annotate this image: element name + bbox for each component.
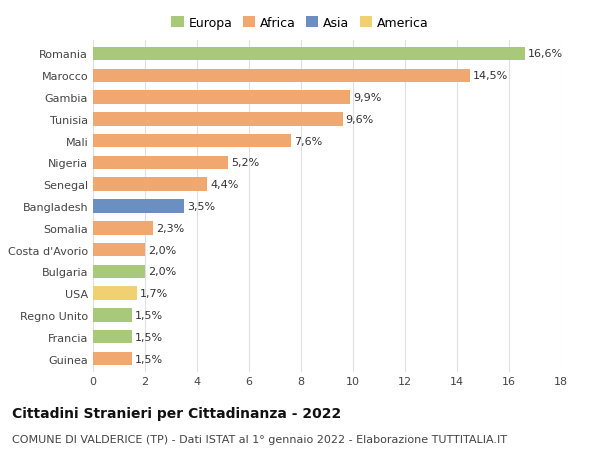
Text: 2,0%: 2,0% [148,245,176,255]
Text: 2,0%: 2,0% [148,267,176,277]
Text: 16,6%: 16,6% [528,50,563,59]
Text: 4,4%: 4,4% [211,180,239,190]
Bar [93,222,153,235]
Text: 5,2%: 5,2% [232,158,260,168]
Text: 2,3%: 2,3% [156,223,184,233]
Text: 1,5%: 1,5% [135,310,163,320]
Legend: Europa, Africa, Asia, America: Europa, Africa, Asia, America [167,13,433,34]
Bar [93,113,343,126]
Text: 14,5%: 14,5% [473,71,508,81]
Bar [93,157,228,170]
Text: 7,6%: 7,6% [294,136,322,146]
Text: 9,9%: 9,9% [353,93,382,103]
Text: 1,7%: 1,7% [140,289,169,298]
Bar [93,91,350,105]
Bar [93,287,137,300]
Bar [93,134,290,148]
Bar [93,178,208,191]
Bar [93,48,524,61]
Text: COMUNE DI VALDERICE (TP) - Dati ISTAT al 1° gennaio 2022 - Elaborazione TUTTITAL: COMUNE DI VALDERICE (TP) - Dati ISTAT al… [12,434,507,444]
Text: 1,5%: 1,5% [135,354,163,364]
Bar [93,308,132,322]
Bar [93,352,132,365]
Bar [93,69,470,83]
Text: Cittadini Stranieri per Cittadinanza - 2022: Cittadini Stranieri per Cittadinanza - 2… [12,406,341,420]
Text: 3,5%: 3,5% [187,202,215,212]
Text: 1,5%: 1,5% [135,332,163,342]
Bar [93,243,145,257]
Text: 9,6%: 9,6% [346,115,374,124]
Bar [93,265,145,279]
Bar [93,200,184,213]
Bar [93,330,132,344]
